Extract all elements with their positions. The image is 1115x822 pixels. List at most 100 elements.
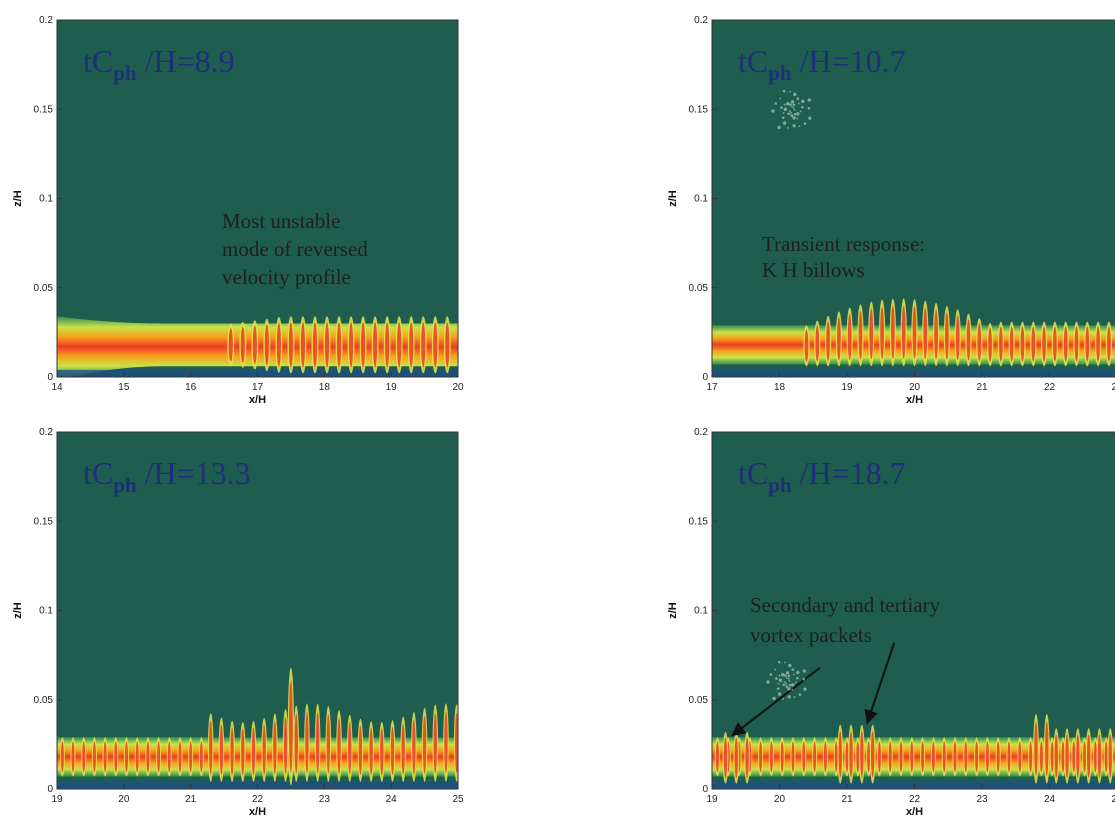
speckle [793, 112, 797, 116]
y-tick-label: 0.05 [689, 283, 709, 294]
time-label: tCph /H=18.7 [738, 455, 906, 497]
x-tick-label: 23 [319, 794, 331, 805]
mode-cell [228, 328, 233, 362]
packet-cell [838, 731, 842, 778]
annotation-line: mode of reversed [222, 237, 368, 261]
burst-cell [422, 715, 427, 774]
billow [945, 312, 949, 360]
plot-3: 19 20 21 22 23 24 25 0 0.05 0.1 0.15 0.2 x/H z/H tCph … [12, 427, 464, 818]
speckle [774, 668, 777, 671]
band-cell [71, 741, 75, 773]
speckle [769, 673, 773, 676]
speckle [791, 683, 795, 687]
mode-cell [409, 322, 414, 368]
x-tick-label: 20 [909, 382, 921, 393]
y-tick-label: 0 [47, 372, 53, 383]
speckle [777, 125, 781, 130]
band-cell [167, 741, 171, 773]
billow [977, 323, 982, 361]
speckle [787, 112, 790, 116]
x-tick-label: 23 [976, 794, 988, 805]
x-tick-label: 22 [252, 794, 264, 805]
band-cell [1061, 741, 1065, 773]
billow [880, 307, 884, 359]
speckle [808, 116, 812, 120]
band-cell [769, 741, 773, 773]
speckle [782, 111, 785, 114]
y-tick-label: 0.1 [39, 606, 53, 617]
speckle [777, 692, 782, 696]
band-cell [1093, 741, 1097, 773]
billow [1074, 326, 1079, 362]
speckle [792, 116, 796, 120]
billow [1020, 326, 1025, 362]
y-tick-label: 0 [702, 784, 708, 795]
plot-2: 17 18 19 20 21 22 23 0 0.05 0.1 0.15 0.2 x/H z/H tCph … [667, 15, 1115, 406]
mode-cell [433, 322, 438, 368]
speckle [793, 696, 796, 699]
band-cell [985, 741, 989, 773]
panel-3: 19 20 21 22 23 24 25 0 0.05 0.1 0.15 0.2 x/H z/H tCph … [0, 410, 540, 822]
band-cell [1050, 741, 1054, 773]
billow [1031, 326, 1036, 362]
field-background [57, 20, 458, 377]
band-cell [189, 741, 193, 773]
speckle [777, 682, 780, 685]
band-cell [199, 741, 203, 773]
x-tick-label: 17 [706, 382, 718, 393]
annotation-line: vortex packets [750, 623, 872, 647]
speckle [783, 107, 788, 111]
x-tick-label: 19 [706, 794, 718, 805]
speckle [783, 103, 786, 106]
band-cell [82, 741, 86, 773]
y-tick-label: 0.2 [39, 15, 53, 26]
speckle [796, 117, 799, 120]
speckle [790, 111, 792, 114]
speckle [796, 676, 799, 680]
packet-cell [860, 731, 864, 778]
speckle [785, 671, 790, 675]
wall-layer [712, 781, 1115, 789]
speckle [789, 90, 791, 93]
speckle [787, 687, 791, 691]
band-cell [157, 741, 161, 773]
packet-cell [1076, 734, 1080, 778]
speckle [786, 677, 788, 679]
mode-cell [312, 322, 318, 368]
x-tick-label: 21 [841, 794, 853, 805]
burst-cell [401, 723, 405, 775]
billow [858, 311, 863, 360]
x-tick-label: 19 [386, 382, 398, 393]
mode-cell [264, 324, 269, 366]
band-cell [899, 741, 903, 773]
x-tick-label: 17 [252, 382, 264, 393]
annotation-line: Secondary and tertiary [750, 593, 941, 617]
band-cell [996, 741, 1000, 773]
speckle [802, 677, 806, 681]
billow [955, 315, 960, 361]
x-tick-label: 19 [51, 794, 63, 805]
speckle [777, 660, 781, 664]
speckle [796, 112, 800, 116]
mode-cell [240, 326, 245, 363]
packet-cell [1065, 734, 1069, 778]
band-cell [975, 741, 979, 773]
packet-cell [745, 737, 749, 778]
shear-layer [712, 298, 1115, 377]
billow [847, 314, 852, 360]
speckle [785, 682, 787, 685]
speckle [799, 110, 802, 113]
billow [988, 327, 992, 362]
mode-cell [324, 322, 330, 368]
shear-layer [712, 714, 1115, 789]
packet-cell [849, 731, 853, 778]
speckle [775, 677, 778, 680]
plot-4: 19 20 21 22 23 24 25 0 0.05 0.1 0.15 0.2 x/H z/H tCph … [667, 427, 1115, 818]
band-cell [791, 741, 795, 773]
x-tick-label: 25 [452, 794, 464, 805]
packet-cell [1034, 721, 1038, 776]
speckle [782, 683, 785, 687]
speckle [807, 98, 811, 102]
annotation-arrow [864, 642, 896, 725]
y-tick-label: 0 [702, 372, 708, 383]
